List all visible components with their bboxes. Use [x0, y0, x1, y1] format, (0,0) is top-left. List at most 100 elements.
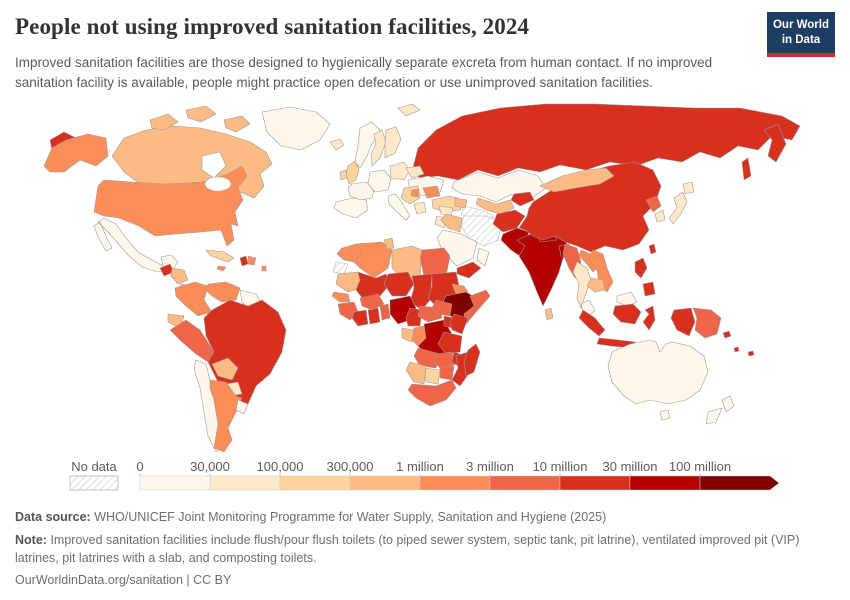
region-russia_kamchatka[interactable]: Russia (Kamchatka): [763, 123, 787, 163]
region-zimbabwe[interactable]: Zimbabwe: [439, 365, 455, 381]
region-greece[interactable]: Greece: [413, 201, 427, 215]
region-iraq[interactable]: Iraq: [440, 213, 463, 233]
region-indonesia_sulawesi[interactable]: Indonesia (Sulawesi): [642, 305, 656, 331]
region-egypt[interactable]: Egypt: [419, 247, 451, 277]
region-india[interactable]: India: [516, 233, 572, 307]
region-greenland[interactable]: Greenland: [261, 106, 331, 151]
region-venezuela[interactable]: Venezuela: [205, 281, 241, 303]
region-uruguay[interactable]: Uruguay: [235, 399, 249, 415]
region-jamaica[interactable]: Jamaica: [216, 265, 227, 272]
region-romania[interactable]: Romania: [422, 185, 441, 199]
region-japan_honshu[interactable]: Japan: [668, 191, 688, 225]
region-lesser_antilles[interactable]: Lesser Antilles: [261, 265, 267, 272]
region-nz_south[interactable]: New Zealand (South Island): [705, 407, 723, 425]
region-mongolia[interactable]: Mongolia: [539, 167, 615, 193]
legend-no-data-swatch[interactable]: [69, 475, 119, 491]
region-poland_baltics[interactable]: Poland & Baltics: [389, 161, 411, 181]
region-senegal[interactable]: Senegal: [331, 291, 351, 303]
region-pacific_vanuatu[interactable]: Vanuatu: [733, 346, 740, 353]
region-arctic1[interactable]: Canada (Arctic islands W): [149, 113, 179, 131]
region-eritrea[interactable]: Eritrea: [451, 283, 469, 295]
region-philippines_mindanao[interactable]: Philippines (Mindanao): [642, 281, 656, 297]
region-australia[interactable]: Australia: [607, 339, 709, 405]
region-ivory_coast[interactable]: Cote d'Ivoire: [351, 309, 369, 327]
region-china[interactable]: China: [518, 161, 662, 253]
region-arctic3[interactable]: Canada (Arctic islands E): [223, 115, 251, 133]
region-philippines_luzon[interactable]: Philippines (Luzon): [634, 257, 648, 279]
legend-bin-8[interactable]: [699, 475, 780, 491]
region-argentina[interactable]: Argentina: [209, 379, 243, 453]
region-vietnam[interactable]: Vietnam: [588, 249, 614, 293]
region-yemen[interactable]: Yemen: [456, 261, 482, 279]
region-arctic2[interactable]: Canada (Arctic islands N): [185, 105, 217, 123]
legend-bin-0[interactable]: [139, 475, 211, 491]
region-thailand[interactable]: Thailand: [572, 261, 592, 309]
region-sakhalin[interactable]: Russia (Sakhalin): [741, 157, 752, 181]
region-haiti[interactable]: Haiti: [239, 255, 249, 267]
region-russia[interactable]: Russia: [411, 103, 801, 181]
region-alaska[interactable]: United States (Alaska): [43, 133, 109, 173]
region-japan_hokkaido[interactable]: Japan (Hokkaido): [682, 181, 695, 195]
region-cuba[interactable]: Cuba: [205, 249, 235, 263]
region-indonesia_papua[interactable]: Indonesia (Papua): [670, 307, 696, 337]
legend-bin-1[interactable]: [209, 475, 281, 491]
legend-bin-4[interactable]: [419, 475, 491, 491]
region-dominican_republic[interactable]: Dominican Republic: [247, 255, 257, 266]
region-sweden[interactable]: Sweden: [370, 129, 387, 167]
region-belarus[interactable]: Belarus: [405, 165, 425, 179]
region-nz_north[interactable]: New Zealand (North Island): [721, 395, 735, 413]
region-tanzania[interactable]: Tanzania: [437, 331, 463, 355]
region-south_korea[interactable]: South Korea: [654, 209, 666, 223]
region-iran[interactable]: Iran: [460, 215, 503, 247]
region-norway[interactable]: Norway: [354, 121, 381, 169]
region-finland[interactable]: Finland: [384, 126, 402, 159]
region-mauritania[interactable]: Mauritania: [335, 271, 363, 293]
region-indonesia_borneo[interactable]: Indonesia (Kalimantan): [612, 303, 642, 325]
region-north_korea[interactable]: North Korea: [645, 195, 662, 213]
region-tasmania[interactable]: Australia (Tasmania): [659, 409, 671, 421]
region-taiwan[interactable]: Taiwan: [648, 243, 657, 255]
region-iberia[interactable]: Spain & Portugal: [333, 197, 369, 219]
region-ireland[interactable]: Ireland: [339, 169, 348, 181]
citation-link[interactable]: OurWorldinData.org/sanitation | CC BY: [15, 573, 232, 588]
region-south_africa[interactable]: South Africa: [407, 379, 457, 407]
region-namibia[interactable]: Namibia: [405, 361, 427, 385]
region-pacific_fiji[interactable]: Fiji: [747, 350, 755, 357]
region-iceland[interactable]: Iceland: [329, 138, 345, 151]
owid-logo[interactable]: Our World in Data: [767, 12, 835, 57]
legend-bin-6[interactable]: [559, 475, 631, 491]
region-serbia[interactable]: Serbia: [410, 188, 420, 198]
region-pacific_solomon[interactable]: Solomon Islands: [722, 330, 732, 339]
region-togo_benin[interactable]: Togo & Benin: [379, 303, 391, 321]
region-central_europe[interactable]: Central Europe: [367, 169, 392, 193]
region-png[interactable]: Papua New Guinea: [692, 307, 722, 339]
region-cambodia[interactable]: Cambodia: [586, 277, 606, 293]
region-burkina_faso[interactable]: Burkina Faso: [359, 293, 385, 311]
region-angola[interactable]: Angola: [413, 347, 441, 369]
legend-bin-3[interactable]: [349, 475, 421, 491]
region-italy[interactable]: Italy: [387, 193, 411, 221]
region-bolivia[interactable]: Bolivia: [211, 357, 239, 381]
legend-bin-5[interactable]: [489, 475, 561, 491]
region-mali[interactable]: Mali: [355, 271, 391, 301]
region-niger[interactable]: Niger: [383, 271, 415, 297]
legend-bin-2[interactable]: [279, 475, 351, 491]
region-tunisia[interactable]: Tunisia: [383, 237, 395, 250]
region-mexico[interactable]: Mexico: [93, 217, 179, 273]
region-gabon[interactable]: Gabon: [401, 327, 415, 343]
region-borneo_malaysia[interactable]: Malaysia (Borneo): [616, 291, 638, 307]
region-oman[interactable]: Oman: [476, 247, 490, 267]
region-kyrgyz_tajik[interactable]: Kyrgyzstan & Tajikistan: [510, 191, 535, 207]
region-ghana[interactable]: Ghana: [367, 307, 381, 325]
legend-bin-7[interactable]: [629, 475, 701, 491]
region-kenya[interactable]: Kenya: [449, 313, 469, 335]
region-indonesia_sumatra[interactable]: Indonesia (Sumatra): [578, 309, 606, 337]
region-uzbekistan[interactable]: Uzbekistan: [475, 197, 515, 215]
region-south_sudan[interactable]: South Sudan: [431, 299, 453, 317]
region-honduras_nicaragua[interactable]: Honduras & Nicaragua: [170, 267, 189, 285]
region-western_sahara[interactable]: Western Sahara: [332, 261, 349, 275]
region-caucasus[interactable]: Caucasus: [454, 197, 468, 209]
region-svalbard[interactable]: Svalbard: [397, 103, 421, 117]
region-botswana[interactable]: Botswana: [423, 367, 441, 385]
region-colombia[interactable]: Colombia: [174, 281, 213, 317]
